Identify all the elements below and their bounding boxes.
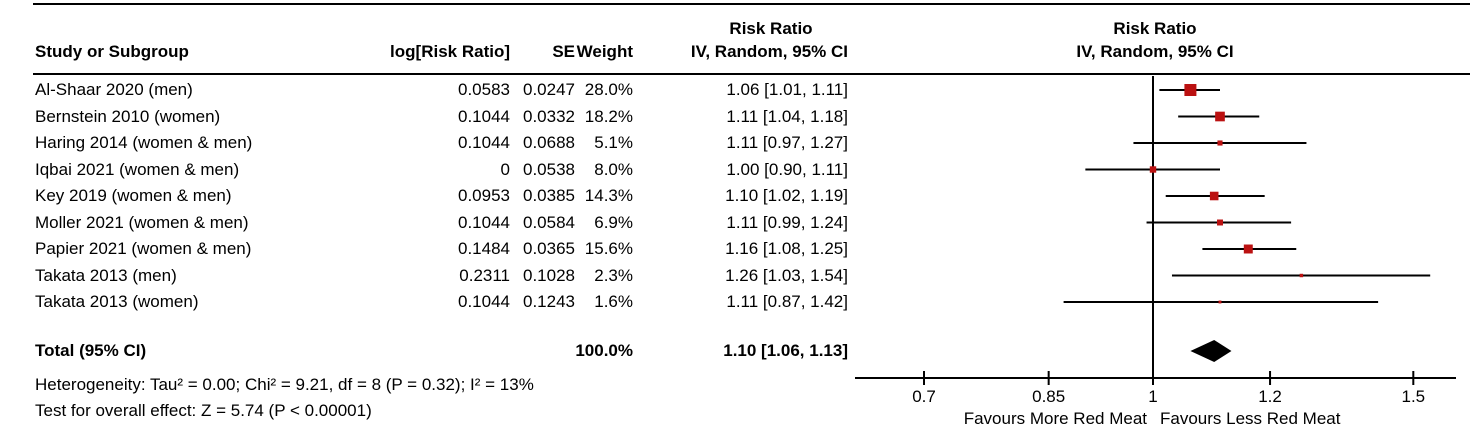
- effect-square: [1217, 140, 1223, 146]
- effect-square: [1218, 300, 1222, 304]
- study-name: Moller 2021 (women & men): [35, 212, 249, 232]
- ci-value: 1.26 [1.03, 1.54]: [725, 265, 848, 285]
- heterogeneity-note: Heterogeneity: Tau² = 0.00; Chi² = 9.21,…: [35, 375, 534, 394]
- effect-square: [1299, 273, 1304, 278]
- total-ci: 1.10 [1.06, 1.13]: [723, 341, 848, 360]
- ci-value: 1.11 [0.87, 1.42]: [726, 292, 848, 311]
- weight-column-header: Weight: [576, 42, 633, 61]
- study-name: Takata 2013 (men): [35, 265, 177, 285]
- effect-square: [1243, 244, 1253, 254]
- se-column-header: SE: [552, 42, 575, 61]
- logrr-value: 0.0953: [458, 186, 510, 205]
- weight-value: 1.6%: [594, 292, 633, 311]
- effect-square: [1149, 166, 1157, 173]
- study-name: Al-Shaar 2020 (men): [35, 80, 193, 99]
- logrr-value: 0.1044: [458, 133, 510, 152]
- total-weight: 100.0%: [575, 341, 633, 360]
- weight-value: 15.6%: [584, 239, 633, 258]
- se-value: 0.0365: [523, 239, 575, 258]
- study-name: Haring 2014 (women & men): [35, 133, 253, 152]
- se-value: 0.0688: [523, 133, 575, 152]
- plot-header-line2: IV, Random, 95% CI: [1076, 42, 1234, 61]
- weight-value: 18.2%: [584, 106, 633, 126]
- study-name: Bernstein 2010 (women): [35, 106, 221, 126]
- logrr-value: 0.1044: [458, 212, 510, 232]
- logrr-value: 0.1044: [458, 106, 510, 126]
- effect-column-header-line2: IV, Random, 95% CI: [690, 42, 848, 61]
- logrr-value: 0.0583: [458, 80, 510, 99]
- favours-left-label: Favours More Red Meat: [963, 409, 1147, 428]
- study-name: Iqbai 2021 (women & men): [35, 159, 240, 179]
- summary-diamond: [1190, 340, 1232, 362]
- weight-value: 28.0%: [584, 80, 633, 99]
- se-value: 0.1028: [523, 265, 575, 285]
- ci-value: 1.10 [1.02, 1.19]: [725, 186, 848, 205]
- se-value: 0.0584: [523, 212, 575, 232]
- effect-square: [1209, 191, 1219, 201]
- logrr-value: 0.2311: [459, 265, 510, 285]
- logrr-value: 0.1044: [458, 292, 510, 311]
- plot-header-line1: Risk Ratio: [1113, 19, 1197, 38]
- weight-value: 2.3%: [594, 265, 633, 285]
- study-name: Key 2019 (women & men): [35, 186, 232, 205]
- se-value: 0.0247: [523, 80, 575, 99]
- header-underline: [33, 73, 1470, 75]
- overall-effect-note: Test for overall effect: Z = 5.74 (P < 0…: [35, 401, 372, 420]
- effect-square: [1184, 84, 1197, 96]
- ci-value: 1.00 [0.90, 1.11]: [726, 159, 848, 179]
- weight-value: 14.3%: [584, 186, 633, 205]
- logrr-value: 0: [500, 159, 510, 179]
- favours-right-label: Favours Less Red Meat: [1160, 409, 1341, 428]
- ci-value: 1.11 [1.04, 1.18]: [726, 106, 848, 126]
- study-column-header: Study or Subgroup: [35, 42, 189, 61]
- top-rule: [33, 3, 1470, 5]
- ci-value: 1.16 [1.08, 1.25]: [725, 239, 848, 258]
- axis-tick-label: 0.85: [1032, 387, 1065, 406]
- effect-square: [1217, 219, 1223, 226]
- study-name: Papier 2021 (women & men): [35, 239, 252, 258]
- weight-value: 5.1%: [594, 133, 633, 152]
- se-value: 0.0332: [523, 106, 575, 126]
- axis-tick-label: 1.2: [1258, 387, 1282, 406]
- se-value: 0.0385: [523, 186, 575, 205]
- weight-value: 8.0%: [594, 159, 633, 179]
- weight-value: 6.9%: [594, 212, 633, 232]
- se-value: 0.1243: [523, 292, 575, 311]
- logrr-column-header: log[Risk Ratio]: [390, 42, 510, 61]
- ci-value: 1.11 [0.99, 1.24]: [726, 212, 848, 232]
- logrr-value: 0.1484: [458, 239, 510, 258]
- effect-square: [1215, 111, 1225, 122]
- se-value: 0.0538: [523, 159, 575, 179]
- axis-tick-label: 1.5: [1401, 387, 1425, 406]
- total-label: Total (95% CI): [35, 341, 147, 360]
- ci-value: 1.06 [1.01, 1.11]: [726, 80, 848, 99]
- effect-column-header-line1: Risk Ratio: [729, 19, 813, 38]
- study-name: Takata 2013 (women): [35, 292, 199, 311]
- axis-tick-label: 0.7: [912, 387, 936, 406]
- ci-value: 1.11 [0.97, 1.27]: [726, 133, 848, 152]
- axis-tick-label: 1: [1148, 387, 1157, 406]
